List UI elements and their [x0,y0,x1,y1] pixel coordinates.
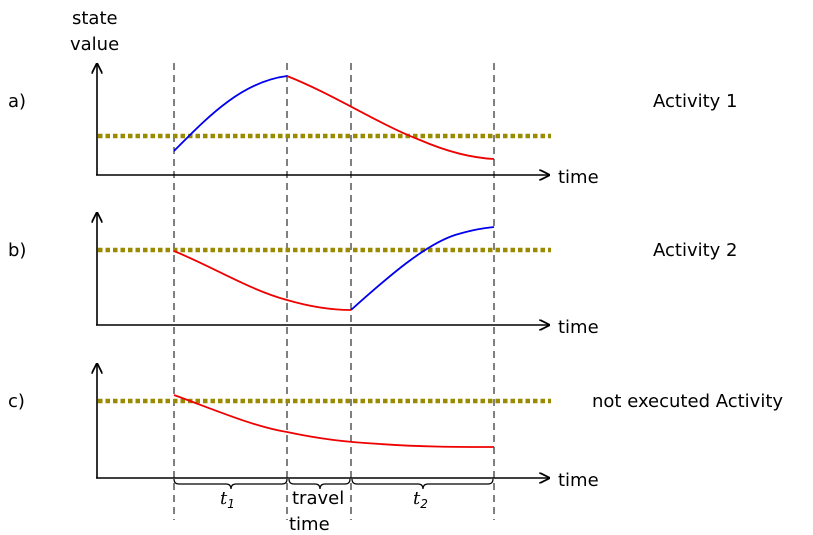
t2-label: t2 [413,488,428,511]
panel-b-x-label: time [558,317,599,338]
travel-label-line1: travel [292,488,344,509]
panel-a-activity-label: Activity 1 [653,91,738,112]
panel-a-falling-curve [286,75,495,160]
interval-braces: t1 travel time t2 [173,478,494,535]
panel-c-x-label: time [558,470,599,491]
y-axis-label-line1: state [72,8,118,29]
brace-travel-time [288,478,351,490]
t1-label: t1 [220,488,235,511]
panel-a-x-label: time [558,167,599,188]
panel-b-activity-label: Activity 2 [653,240,738,261]
panel-b-rising-curve [350,226,495,311]
brace-t2 [351,478,494,490]
panel-b: b) Activity 2 time [8,213,738,338]
panel-c: c) not executed Activity time [8,364,783,491]
brace-t1 [173,478,288,490]
travel-label-line2: time [289,514,330,535]
panel-c-activity-label: not executed Activity [592,391,783,412]
panel-b-falling-curve [173,250,352,311]
y-axis-label-line2: value [70,34,119,55]
panel-c-label: c) [8,391,25,412]
panel-a: a) Activity 1 time [8,64,738,188]
panel-b-label: b) [8,240,26,261]
panel-a-label: a) [8,91,26,112]
panel-a-rising-curve [173,75,288,152]
panel-c-falling-curve [173,394,495,448]
